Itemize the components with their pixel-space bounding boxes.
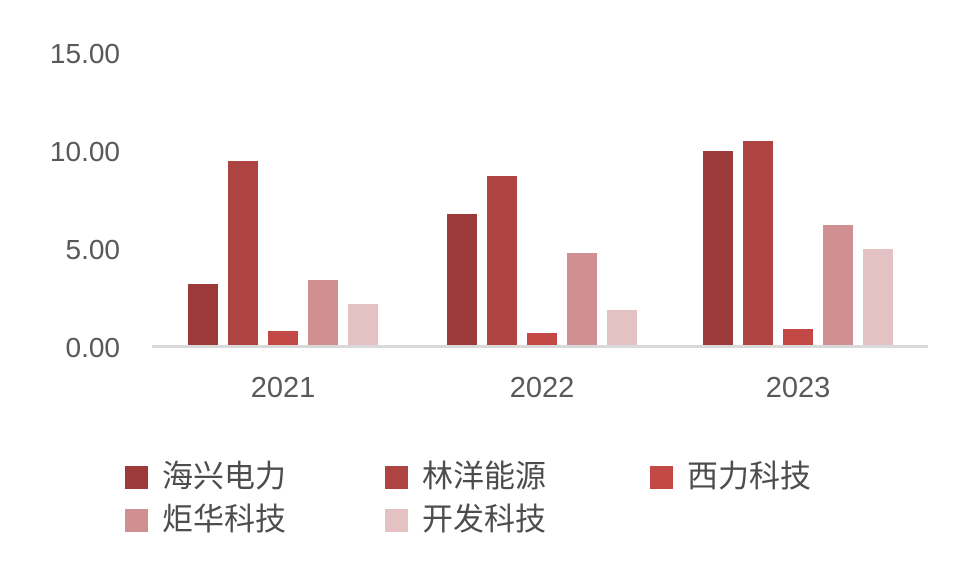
legend-swatch-icon <box>125 465 148 489</box>
legend-swatch-icon <box>385 508 408 532</box>
bar-2023-series-3 <box>823 225 853 345</box>
bar-2023-series-2 <box>783 329 813 345</box>
legend-label: 西力科技 <box>687 459 811 494</box>
legend-label: 海兴电力 <box>162 459 286 494</box>
legend-item-4: 开发科技 <box>385 503 546 537</box>
bar-2023-series-4 <box>863 248 893 345</box>
legend-item-3: 炬华科技 <box>125 503 286 537</box>
bar-2021-series-1 <box>228 160 258 345</box>
bar-2022-series-3 <box>567 252 597 345</box>
bar-2022-series-0 <box>447 213 477 345</box>
x-tick-label-2022: 2022 <box>509 372 575 404</box>
bar-2022-series-1 <box>487 176 517 345</box>
bar-2021-series-0 <box>188 284 218 345</box>
legend-item-1: 林洋能源 <box>385 460 546 494</box>
bar-2021-series-2 <box>268 331 298 345</box>
bar-group-2021 <box>188 54 378 345</box>
bar-2022-series-2 <box>527 333 557 345</box>
y-tick-label-1: 5.00 <box>65 234 121 265</box>
bar-2023-series-0 <box>703 150 733 345</box>
bar-2023-series-1 <box>743 141 773 345</box>
legend-item-0: 海兴电力 <box>125 460 286 494</box>
bar-group-2022 <box>447 54 637 345</box>
x-tick-label-2023: 2023 <box>765 372 831 404</box>
bar-2021-series-3 <box>308 280 338 345</box>
legend-label: 开发科技 <box>422 502 546 537</box>
legend-swatch-icon <box>385 465 408 489</box>
legend-swatch-icon <box>650 465 673 489</box>
bar-2022-series-4 <box>607 309 637 345</box>
plot-area <box>152 54 928 348</box>
x-tick-label-2021: 2021 <box>250 372 316 404</box>
legend-swatch-icon <box>125 508 148 532</box>
legend-label: 林洋能源 <box>422 459 546 494</box>
y-tick-label-3: 15.00 <box>49 38 120 69</box>
y-tick-label-0: 0.00 <box>65 332 121 363</box>
bar-group-2023 <box>703 54 893 345</box>
bar-2021-series-4 <box>348 303 378 345</box>
y-tick-label-2: 10.00 <box>49 136 120 167</box>
legend-label: 炬华科技 <box>162 502 286 537</box>
legend-item-2: 西力科技 <box>650 460 811 494</box>
